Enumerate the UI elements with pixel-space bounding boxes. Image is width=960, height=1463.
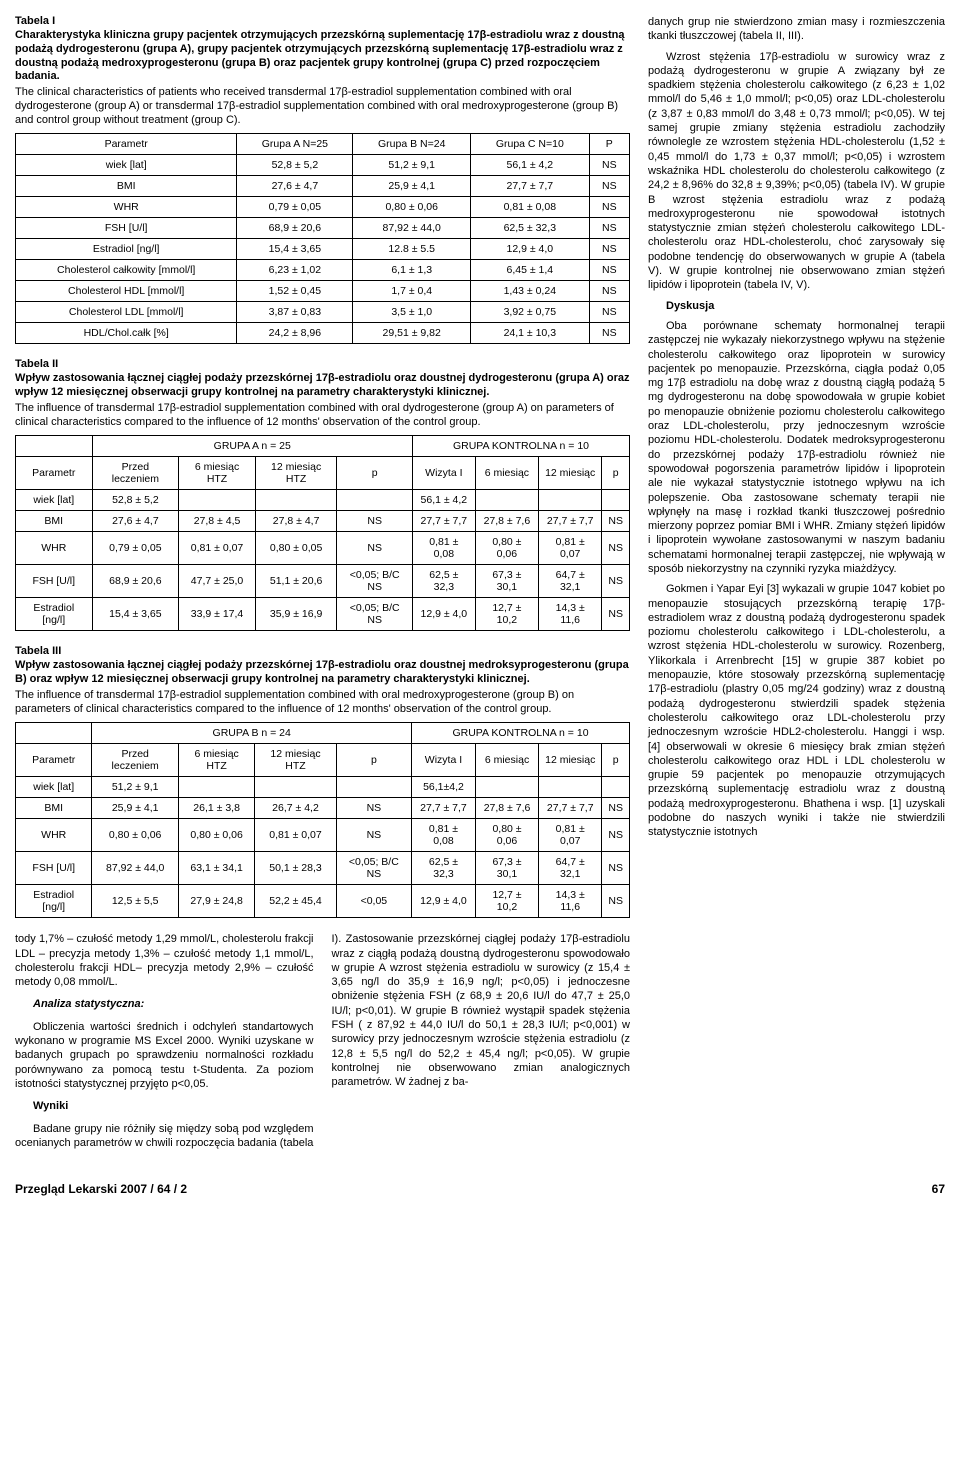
table2-caption-pl: Wpływ zastosowania łącznej ciągłej podaż… [15,372,630,400]
footer-journal: Przegląd Lekarski 2007 / 64 / 2 [15,1182,187,1196]
table2-header-row: Parametr Przed leczeniem 6 miesiąc HTZ 1… [16,457,630,490]
table2-gh1: GRUPA KONTROLNA n = 10 [412,436,629,457]
table-row: Estradiol [ng/l]15,4 ± 3,6512.8 ± 5.512,… [16,239,630,260]
table1-h4: P [589,134,629,155]
discussion-head: Dyskusja [648,299,945,313]
table1-h3: Grupa C N=10 [471,134,590,155]
table-row: wiek [lat]52,8 ± 5,256,1 ± 4,2 [16,490,630,511]
table-row: Cholesterol LDL [mmol/l]3,87 ± 0,833,5 ±… [16,302,630,323]
table2-label: Tabela II [15,358,630,370]
table1-h2: Grupa B N=24 [353,134,471,155]
table-row: BMI27,6 ± 4,725,9 ± 4,127,7 ± 7,7NS [16,176,630,197]
table1-header-row: Parametr Grupa A N=25 Grupa B N=24 Grupa… [16,134,630,155]
table-row: WHR0,79 ± 0,050,80 ± 0,060,81 ± 0,08NS [16,197,630,218]
table-row: Estradiol [ng/l]12,5 ± 5,527,9 ± 24,852,… [16,885,630,918]
table3-caption-en: The influence of transdermal 17β-estradi… [15,689,630,717]
table1-h0: Parametr [16,134,237,155]
table-row: BMI25,9 ± 4,126,1 ± 3,826,7 ± 4,2NS27,7 … [16,798,630,819]
table-row: FSH [U/l]87,92 ± 44,063,1 ± 34,150,1 ± 2… [16,852,630,885]
right-p1: danych grup nie stwierdzono zmian masy i… [648,15,945,44]
table-row: Cholesterol HDL [mmol/l]1,52 ± 0,451,7 ±… [16,281,630,302]
right-p3: Oba porównane schematy hormonalnej terap… [648,319,945,576]
footer-page: 67 [932,1182,945,1196]
table1-h1: Grupa A N=25 [237,134,353,155]
table-row: wiek [lat]51,2 ± 9,156,1±4,2 [16,777,630,798]
results-text: Badane grupy nie różniły się między sobą… [15,1122,314,1151]
table2-gh0: GRUPA A n = 25 [92,436,412,457]
right-p4: Gokmen i Yapar Eyi [3] wykazali w grupie… [648,582,945,839]
table-row: BMI27,6 ± 4,727,8 ± 4,527,8 ± 4,7NS27,7 … [16,511,630,532]
table2: GRUPA A n = 25 GRUPA KONTROLNA n = 10 Pa… [15,435,630,631]
table-row: FSH [U/l]68,9 ± 20,647,7 ± 25,051,1 ± 20… [16,565,630,598]
table-row: HDL/Chol.całk [%]24,2 ± 8,9629,51 ± 9,82… [16,323,630,344]
table1-label: Tabela I [15,15,630,27]
table2-caption-en: The influence of transdermal 17β-estradi… [15,402,630,430]
table3-group-header: GRUPA B n = 24 GRUPA KONTROLNA n = 10 [16,723,630,744]
methods-text: tody 1,7% – czułość metody 1,29 mmol/L, … [15,932,314,989]
table3-caption-pl: Wpływ zastosowania łącznej ciągłej podaż… [15,659,630,687]
table1-caption-pl: Charakterystyka kliniczna grupy pacjente… [15,29,630,84]
table-row: FSH [U/l]68,9 ± 20,687,92 ± 44,062,5 ± 3… [16,218,630,239]
table-row: WHR0,79 ± 0,050,81 ± 0,070,80 ± 0,05NS0,… [16,532,630,565]
table3-label: Tabela III [15,645,630,657]
right-p2: Wzrost stężenia 17β-estradiolu w surowic… [648,50,945,293]
table-row: Cholesterol całkowity [mmol/l]6,23 ± 1,0… [16,260,630,281]
table3-header-row: Parametr Przed leczeniem 6 miesiąc HTZ 1… [16,744,630,777]
table-row: Estradiol [ng/l]15,4 ± 3,6533,9 ± 17,435… [16,598,630,631]
table1-caption-en: The clinical characteristics of patients… [15,86,630,127]
results-head: Wyniki [15,1099,314,1113]
results-text-cont: I). Zastosowanie przezskórnej ciągłej po… [332,932,631,1089]
table3-gh1: GRUPA KONTROLNA n = 10 [412,723,630,744]
table-row: wiek [lat]52,8 ± 5,251,2 ± 9,156,1 ± 4,2… [16,155,630,176]
table3-gh0: GRUPA B n = 24 [92,723,412,744]
table1: Parametr Grupa A N=25 Grupa B N=24 Grupa… [15,133,630,344]
table2-group-header: GRUPA A n = 25 GRUPA KONTROLNA n = 10 [16,436,630,457]
table-row: WHR0,80 ± 0,060,80 ± 0,060,81 ± 0,07NS0,… [16,819,630,852]
table3: GRUPA B n = 24 GRUPA KONTROLNA n = 10 Pa… [15,722,630,918]
stat-analysis-head: Analiza statystyczna: [15,997,314,1011]
stat-analysis-text: Obliczenia wartości średnich i odchyleń … [15,1020,314,1091]
